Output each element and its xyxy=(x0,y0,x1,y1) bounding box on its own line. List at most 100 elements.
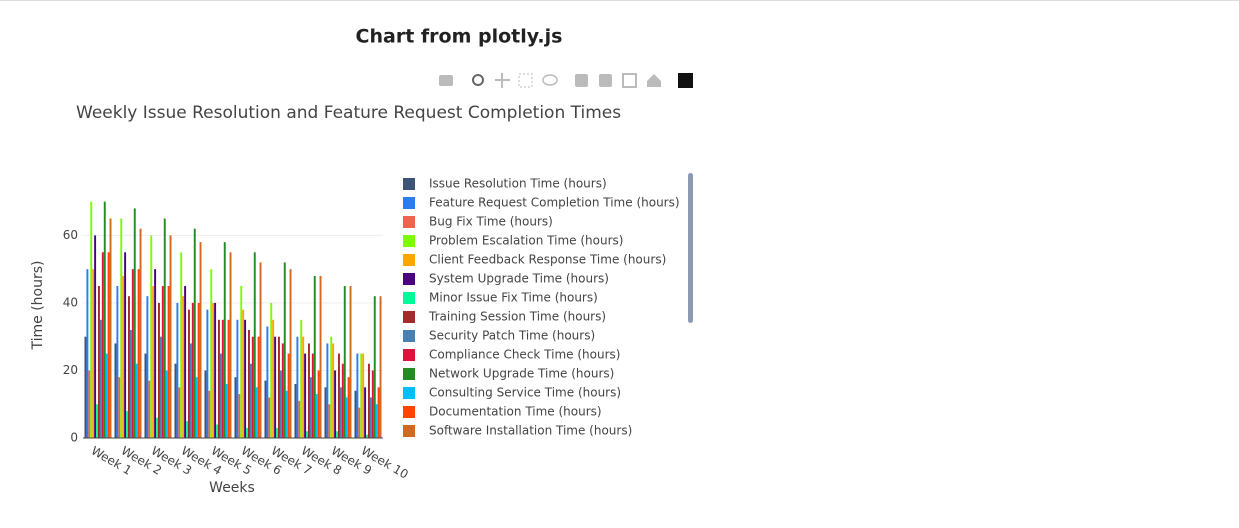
legend-label[interactable]: Software Installation Time (hours) xyxy=(429,424,632,438)
legend-label[interactable]: Feature Request Completion Time (hours) xyxy=(429,196,680,210)
bar xyxy=(298,400,301,438)
bar xyxy=(94,235,97,438)
legend-label[interactable]: System Upgrade Time (hours) xyxy=(429,272,609,286)
bar xyxy=(88,370,91,438)
camera-icon[interactable] xyxy=(439,75,453,86)
legend-label[interactable]: Minor Issue Fix Time (hours) xyxy=(429,291,598,305)
select-icon[interactable] xyxy=(518,73,533,88)
bar xyxy=(206,309,209,438)
bar xyxy=(281,343,284,438)
bar xyxy=(135,363,138,438)
bar xyxy=(223,242,226,438)
pan-icon[interactable] xyxy=(495,73,510,88)
bar xyxy=(283,262,286,438)
bar xyxy=(99,319,102,438)
bar xyxy=(195,377,198,438)
bar xyxy=(176,302,179,438)
legend-label[interactable]: Network Upgrade Time (hours) xyxy=(429,367,614,381)
legend-scrollbar[interactable] xyxy=(688,173,693,323)
lasso-icon[interactable] xyxy=(542,74,558,86)
bar xyxy=(289,269,292,438)
legend-swatch xyxy=(403,311,415,323)
bar xyxy=(154,269,157,438)
bar xyxy=(208,390,211,438)
bar xyxy=(266,326,269,438)
zoom-out-icon[interactable] xyxy=(599,74,612,87)
bar xyxy=(274,336,277,438)
bar xyxy=(178,387,181,438)
legend-label[interactable]: Problem Escalation Time (hours) xyxy=(429,234,623,248)
toolbar xyxy=(439,73,693,88)
bar xyxy=(101,252,104,438)
legend-label[interactable]: Training Session Time (hours) xyxy=(428,310,606,324)
bar xyxy=(276,427,278,438)
bar xyxy=(114,343,117,438)
bar xyxy=(278,336,280,438)
bar xyxy=(126,410,128,438)
page-title: Chart from plotly.js xyxy=(356,26,563,48)
bar xyxy=(219,353,222,438)
bar xyxy=(189,343,192,438)
bar xyxy=(343,286,346,438)
plotly-logo[interactable] xyxy=(678,73,693,88)
legend-swatch xyxy=(403,330,415,342)
bar xyxy=(349,286,352,438)
legend-label[interactable]: Documentation Time (hours) xyxy=(429,405,602,419)
bar xyxy=(268,397,271,438)
legend-label[interactable]: Consulting Service Time (hours) xyxy=(429,386,621,400)
bar xyxy=(167,286,170,438)
bar xyxy=(212,302,215,438)
bar xyxy=(319,275,322,438)
legend-swatch xyxy=(403,235,415,247)
bar xyxy=(144,353,147,438)
bar xyxy=(236,319,239,438)
bar xyxy=(285,390,288,438)
legend-label[interactable]: Compliance Check Time (hours) xyxy=(429,348,620,362)
bar xyxy=(188,309,190,438)
bar xyxy=(368,363,370,438)
zoom-in-icon[interactable] xyxy=(575,74,588,87)
bar xyxy=(204,370,207,438)
legend-swatch xyxy=(403,387,415,399)
bar xyxy=(98,286,100,438)
bar xyxy=(248,329,250,438)
bar xyxy=(362,353,365,438)
autoscale-icon[interactable] xyxy=(622,73,637,88)
bar xyxy=(150,235,153,438)
bar xyxy=(191,302,194,438)
bar xyxy=(334,370,337,438)
y-axis-label: Time (hours) xyxy=(30,261,46,351)
legend-swatch xyxy=(403,197,415,209)
legend-label[interactable]: Client Feedback Response Time (hours) xyxy=(429,253,666,267)
bar xyxy=(159,336,162,438)
bar xyxy=(360,353,363,438)
bar xyxy=(315,394,318,438)
legend-swatch xyxy=(403,273,415,285)
bar xyxy=(186,421,188,438)
legend-label[interactable]: Bug Fix Time (hours) xyxy=(429,215,553,229)
bar xyxy=(328,404,331,438)
bar xyxy=(338,353,340,438)
bar xyxy=(264,380,267,438)
home-icon[interactable] xyxy=(647,74,661,87)
bar xyxy=(244,319,247,438)
bar xyxy=(246,427,248,438)
bar xyxy=(182,296,185,438)
bar xyxy=(375,404,378,438)
legend-label[interactable]: Issue Resolution Time (hours) xyxy=(429,177,607,191)
legend-swatch xyxy=(403,349,415,361)
bar xyxy=(302,336,305,438)
bar xyxy=(371,370,374,438)
bar xyxy=(270,302,273,438)
zoom-icon[interactable] xyxy=(472,74,484,86)
bar xyxy=(300,319,303,438)
bar xyxy=(249,363,252,438)
bar xyxy=(234,377,237,438)
bar xyxy=(163,218,166,438)
bar xyxy=(259,262,262,438)
legend-label[interactable]: Security Patch Time (hours) xyxy=(429,329,595,343)
bar xyxy=(309,377,312,438)
bar xyxy=(118,377,121,438)
bar xyxy=(131,269,134,438)
legend-swatch xyxy=(403,292,415,304)
